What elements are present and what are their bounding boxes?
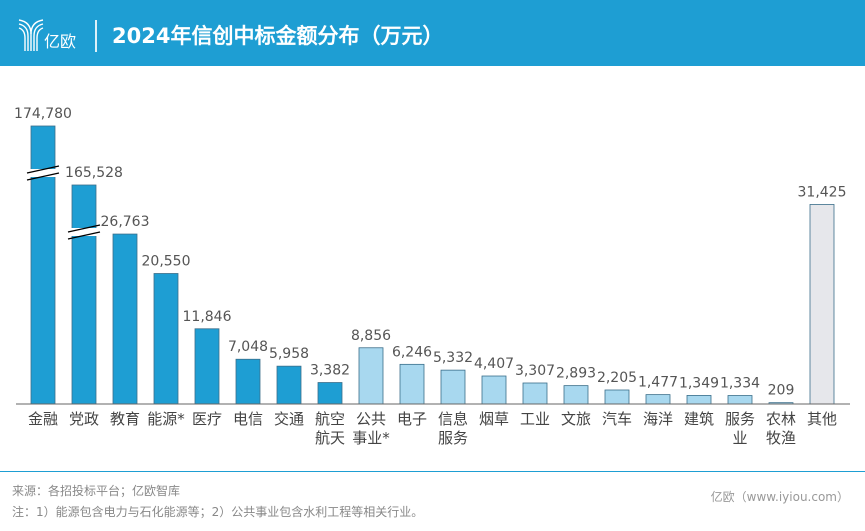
category-label: 农林	[766, 410, 796, 428]
footer-divider	[0, 471, 865, 472]
bar-医疗	[194, 328, 220, 405]
bar-电子	[399, 363, 425, 405]
category-label: 航天	[315, 429, 345, 447]
header-bar: 亿欧 2024年信创中标金额分布（万元）	[0, 0, 865, 66]
category-label: 文旅	[561, 410, 591, 428]
category-label: 教育	[110, 410, 140, 428]
category-label: 牧渔	[766, 429, 796, 447]
value-label: 5,332	[433, 350, 473, 366]
category-label: 电信	[233, 410, 263, 428]
value-label: 165,528	[65, 165, 123, 181]
category-label: 业	[732, 429, 747, 447]
value-label: 1,349	[679, 375, 719, 391]
note-text: 注：1）能源包含电力与石化能源等；2）公共事业包含水利工程等相关行业。	[12, 505, 424, 519]
category-label: 信息	[438, 410, 468, 428]
category-label: 烟草	[479, 410, 509, 428]
bar-能源	[153, 273, 179, 405]
category-label: 工业	[520, 410, 550, 428]
category-label: 航空	[315, 410, 345, 428]
bar-烟草	[481, 375, 507, 405]
bar-文旅	[563, 385, 589, 405]
axis-break-mark	[26, 172, 60, 181]
logo-text: 亿欧	[44, 32, 77, 51]
bar-交通	[276, 365, 302, 405]
value-label: 3,382	[310, 363, 350, 379]
value-label: 2,205	[597, 370, 637, 386]
bar-公共事业	[358, 347, 384, 405]
bar-汽车	[604, 389, 630, 405]
value-label: 11,846	[183, 309, 232, 325]
category-label: 汽车	[602, 410, 632, 428]
value-label: 174,780	[14, 106, 72, 122]
category-label: 电子	[397, 410, 427, 428]
axis-break-mark	[67, 224, 101, 233]
value-label: 2,893	[556, 366, 596, 382]
category-label: 事业*	[352, 429, 390, 447]
source-text: 来源：各招投标平台；亿欧智库	[12, 484, 181, 498]
axis-break-gap	[71, 228, 97, 236]
value-label: 5,958	[269, 346, 309, 362]
bar-信息服务	[440, 369, 466, 405]
bar-教育	[112, 233, 138, 405]
axis-break-mark	[67, 231, 101, 240]
page-title: 2024年信创中标金额分布（万元）	[112, 24, 444, 48]
value-label: 3,307	[515, 363, 555, 379]
axis-break-mark	[26, 165, 60, 174]
bar-工业	[522, 382, 548, 405]
yiou-logo: 亿欧	[18, 18, 82, 52]
bar-航空航天	[317, 382, 343, 405]
value-label: 209	[768, 383, 795, 399]
category-label: 金融	[28, 410, 58, 428]
bar-建筑	[686, 395, 712, 405]
axis-break-gap	[30, 169, 56, 177]
logo-y-icon	[18, 19, 44, 51]
category-label: 服务	[725, 410, 755, 428]
category-label: 建筑	[684, 410, 714, 428]
bar-chart: 174,780 金融 165,528 党政 26,763 教育 20,550 能源* 11,84…	[14, 106, 850, 447]
value-label: 1,477	[638, 375, 678, 391]
value-label: 6,246	[392, 344, 432, 360]
bar-海洋	[645, 394, 671, 405]
bar-党政	[71, 184, 97, 405]
category-label: 党政	[69, 410, 99, 428]
bar-电信	[235, 358, 261, 405]
value-label: 1,334	[720, 376, 760, 392]
category-label: 服务	[438, 429, 468, 447]
bar-服务业	[727, 395, 753, 405]
value-label: 4,407	[474, 356, 514, 372]
category-label: 交通	[274, 410, 304, 428]
value-label: 20,550	[142, 254, 191, 270]
value-label: 7,048	[228, 339, 268, 355]
category-label: 海洋	[643, 410, 673, 428]
header-divider	[95, 20, 97, 52]
value-label: 8,856	[351, 328, 391, 344]
category-label: 医疗	[192, 410, 222, 428]
category-label: 其他	[807, 410, 837, 428]
bar-其他	[809, 204, 835, 405]
value-label: 31,425	[798, 184, 847, 200]
category-label: 能源*	[147, 410, 185, 428]
category-label: 公共	[356, 410, 386, 428]
value-label: 26,763	[101, 214, 150, 230]
credit-text: 亿欧（www.iyiou.com）	[710, 490, 849, 504]
